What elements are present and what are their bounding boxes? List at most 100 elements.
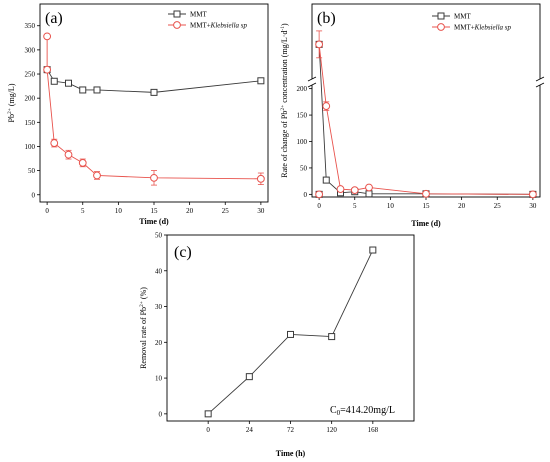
- panel-b: 0 5 10 15 20 25 30 0 50 100 150 200 Time (d) Rate of …: [280, 3, 545, 228]
- data-point: [256, 174, 265, 183]
- y-tick-label: 250: [25, 71, 36, 79]
- y-tick-label: 50: [300, 164, 308, 172]
- x-axis-title: Time (d): [139, 217, 169, 226]
- panel-c: 0 24 72 120 168 0 10 20 30 40 50 Time (h) Removal ra…: [139, 232, 415, 458]
- data-point: [79, 86, 87, 94]
- data-point: [64, 150, 73, 159]
- x-tick-label: 168: [368, 426, 379, 434]
- axis-break-gap-right: [536, 79, 544, 85]
- data-point: [93, 86, 101, 94]
- data-point: [315, 40, 324, 49]
- axis-break-mark: [307, 76, 317, 82]
- data-point: [365, 183, 373, 192]
- data-point: [50, 77, 58, 85]
- legend-marker: [437, 23, 445, 31]
- data-point: [150, 88, 158, 96]
- data-point: [150, 173, 158, 182]
- x-tick-label: 25: [222, 207, 230, 215]
- x-tick-label: 10: [387, 202, 395, 210]
- y-tick-label: 150: [297, 112, 308, 120]
- legend-label: MMT+Klebsiella sp: [454, 24, 512, 32]
- x-tick-label: 15: [151, 207, 159, 215]
- data-point: [93, 171, 101, 180]
- x-tick-label: 5: [353, 202, 357, 210]
- data-point: [78, 158, 87, 167]
- y-tick-label: 40: [155, 267, 163, 275]
- data-point: [369, 246, 377, 254]
- data-point: [204, 410, 212, 418]
- x-axis-title: Time (h): [276, 449, 306, 458]
- legend-marker: [437, 12, 445, 20]
- axis-break-mark: [535, 82, 545, 88]
- y-tick-label: 100: [25, 143, 36, 151]
- legend-label: MMT: [190, 11, 207, 19]
- data-point: [43, 65, 52, 74]
- legend-marker: [173, 10, 181, 18]
- series-line-1: [46, 36, 261, 180]
- x-tick-label: 24: [246, 426, 254, 434]
- series-line-1: [318, 44, 533, 195]
- data-point: [422, 189, 430, 198]
- x-tick-label: 72: [287, 426, 295, 434]
- axis-break-gap-left: [308, 79, 316, 85]
- x-tick-label: 0: [206, 426, 210, 434]
- x-tick-label: 5: [81, 207, 85, 215]
- x-tick-label: 0: [45, 207, 49, 215]
- legend-label: MMT+Klebsiella sp: [190, 22, 248, 30]
- y-tick-label: 200: [297, 85, 308, 93]
- concentration-annotation: C0=414.20mg/L: [330, 405, 395, 417]
- plot-frame: [311, 3, 541, 198]
- data-point: [336, 185, 345, 193]
- data-point: [50, 139, 59, 147]
- x-tick-label: 30: [257, 207, 265, 215]
- y-tick-label: 20: [155, 339, 163, 347]
- y-tick-label: 50: [155, 232, 163, 240]
- y-tick-label: 0: [32, 191, 36, 199]
- data-point: [287, 330, 294, 338]
- y-tick-label: 150: [25, 119, 36, 127]
- data-point: [328, 333, 336, 341]
- y-tick-label: 200: [25, 95, 36, 103]
- y-tick-label: 0: [159, 410, 163, 418]
- data-point: [322, 176, 330, 184]
- axis-break-mark: [535, 76, 545, 82]
- plot-frame: [166, 234, 415, 422]
- y-tick-label: 100: [297, 138, 308, 146]
- x-tick-label: 0: [317, 202, 321, 210]
- y-axis-title: Removal rate of Pb2+ (%): [139, 287, 148, 369]
- panel-label: (a): [45, 10, 63, 27]
- panel-label: (b): [317, 10, 336, 27]
- data-point: [350, 186, 359, 195]
- y-tick-label: 50: [28, 167, 36, 175]
- x-tick-label: 120: [326, 426, 337, 434]
- x-tick-label: 30: [529, 202, 537, 210]
- data-point: [245, 373, 253, 381]
- axis-break-mark: [307, 82, 317, 88]
- data-point: [43, 32, 52, 41]
- x-axis-title: Time (d): [411, 219, 441, 228]
- panel-label: (c): [174, 244, 192, 261]
- series-line-0: [318, 44, 533, 195]
- data-point: [65, 79, 72, 87]
- data-point: [528, 190, 537, 199]
- y-tick-label: 10: [155, 375, 163, 383]
- data-point: [365, 190, 373, 198]
- x-tick-label: 15: [423, 202, 431, 210]
- y-tick-label: 350: [25, 22, 36, 30]
- data-point: [257, 77, 265, 85]
- y-axis-title: Pb2+ (mg/L): [7, 83, 16, 122]
- x-tick-label: 10: [115, 207, 123, 215]
- legend-label: MMT: [454, 13, 471, 21]
- x-tick-label: 20: [458, 202, 466, 210]
- y-tick-label: 30: [155, 303, 163, 311]
- legend-marker: [173, 21, 181, 29]
- data-point: [322, 102, 331, 110]
- x-tick-label: 25: [494, 202, 502, 210]
- y-tick-label: 0: [304, 191, 308, 199]
- data-point: [315, 190, 324, 199]
- y-tick-label: 300: [25, 46, 36, 54]
- x-tick-label: 20: [186, 207, 194, 215]
- y-axis-title: Rate of change of Pb2+ concentration (mg…: [280, 23, 289, 178]
